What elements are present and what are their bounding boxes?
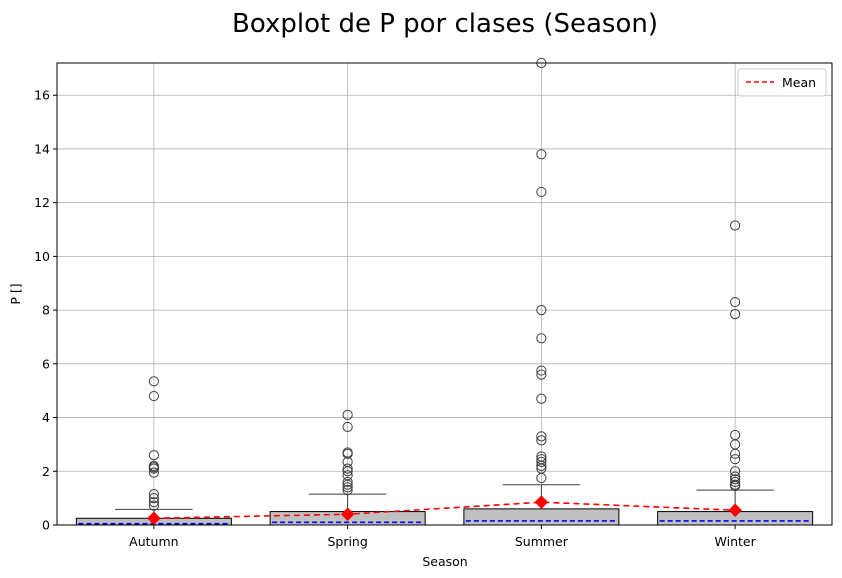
outlier-point [148, 390, 159, 402]
y-tick-label: 8 [42, 303, 50, 318]
legend: Mean [737, 68, 827, 97]
mean-marker [534, 495, 549, 510]
outlier-point [536, 431, 547, 442]
legend-mean-label: Mean [782, 75, 816, 90]
x-tick-label: Autumn [129, 534, 178, 549]
outlier-point [148, 500, 159, 511]
outlier-point [342, 409, 353, 420]
outlier-point [536, 369, 547, 380]
outlier-point [536, 451, 547, 462]
x-tick-label: Winter [715, 534, 757, 549]
outlier-point [730, 309, 741, 320]
y-ticks: 0 2 4 6 8 10 12 14 16 [34, 88, 57, 533]
outlier-point [730, 479, 741, 490]
y-axis-label: P [] [8, 283, 23, 304]
outlier-point [536, 305, 547, 316]
outlier-point [536, 365, 547, 376]
outlier-point [536, 393, 547, 404]
plot-frame [56, 62, 833, 526]
grid-lines [57, 63, 832, 525]
x-ticks: Autumn Spring Summer Winter [129, 525, 757, 549]
outlier-point [730, 476, 741, 488]
x-axis-label: Season [422, 554, 467, 569]
outlier-point [342, 482, 353, 493]
outlier-point [536, 333, 547, 344]
mean-marker [340, 507, 355, 522]
x-tick-label: Summer [515, 534, 569, 549]
outlier-point [342, 484, 353, 496]
outlier-point [148, 493, 159, 504]
outlier-point [536, 454, 547, 465]
outlier-point [342, 463, 353, 474]
outlier-point [148, 450, 159, 461]
y-tick-label: 2 [42, 464, 50, 479]
outlier-point [536, 186, 547, 198]
outlier-point [342, 476, 353, 488]
y-tick-label: 12 [34, 195, 50, 210]
chart-title: Boxplot de P por clases (Season) [232, 9, 658, 39]
outlier-point [536, 456, 547, 467]
outlier-point [342, 447, 353, 458]
boxes-layer [75, 57, 814, 526]
legend-frame [737, 68, 827, 97]
y-tick-label: 0 [42, 518, 50, 533]
outlier-point [342, 470, 353, 481]
x-tick-label: Spring [327, 534, 367, 549]
y-tick-label: 14 [34, 141, 50, 156]
outlier-point [148, 460, 159, 472]
outlier-point [730, 471, 741, 482]
outlier-point [148, 376, 159, 387]
y-tick-label: 6 [42, 356, 50, 371]
outlier-point [730, 466, 741, 477]
outlier-point [730, 474, 741, 485]
y-tick-label: 16 [34, 88, 50, 103]
mean-line [153, 501, 736, 520]
mean-series [147, 495, 742, 526]
y-tick-label: 10 [34, 249, 50, 264]
outlier-point [730, 429, 741, 441]
outlier-point [730, 454, 741, 465]
outlier-point [148, 489, 159, 500]
box [463, 508, 620, 526]
box-group-winter [657, 220, 814, 526]
outlier-point [730, 220, 741, 231]
outlier-point [536, 435, 547, 446]
outlier-point [342, 421, 353, 433]
outlier-point [730, 296, 741, 308]
y-tick-label: 4 [42, 410, 50, 425]
outlier-point [536, 149, 547, 160]
outlier-point [148, 467, 159, 478]
outlier-point [148, 497, 159, 508]
mean-marker [728, 503, 742, 518]
